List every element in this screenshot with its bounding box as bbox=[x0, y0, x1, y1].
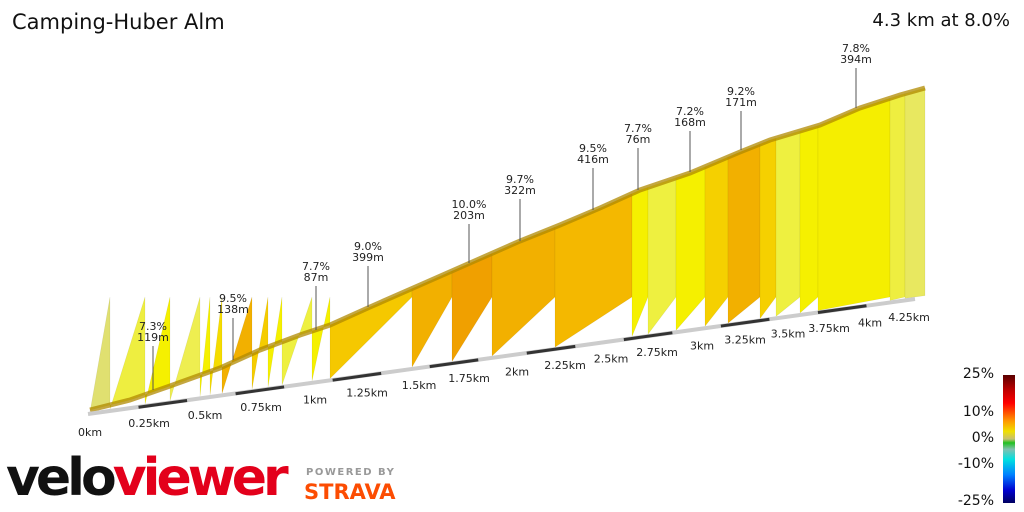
gradient-segment bbox=[727, 143, 761, 324]
x-tick-label: 2.5km bbox=[594, 352, 629, 365]
distance-band bbox=[817, 304, 867, 315]
climb-summary: 4.3 km at 8.0% bbox=[872, 10, 1010, 31]
gradient-segment bbox=[491, 226, 556, 357]
climb-title: Camping-Huber Alm bbox=[12, 10, 225, 34]
legend-label: -10% bbox=[957, 456, 994, 472]
profile-base bbox=[87, 297, 916, 416]
distance-band bbox=[138, 398, 188, 409]
annotation-grade: 9.5% bbox=[579, 142, 607, 155]
x-tick-label: 0.5km bbox=[188, 409, 223, 422]
x-tick-label: 1.75km bbox=[448, 372, 490, 385]
gradient-segment bbox=[675, 166, 706, 332]
x-tick-label: 0km bbox=[78, 426, 102, 439]
gradient-segment bbox=[109, 296, 146, 410]
x-tick-label: 2.75km bbox=[636, 346, 678, 359]
gradient-segment bbox=[251, 296, 269, 390]
annotation-length: 322m bbox=[504, 184, 536, 197]
x-tick-label: 1.5km bbox=[402, 379, 437, 392]
gradient-segment bbox=[889, 93, 906, 301]
annotation-length: 87m bbox=[304, 271, 329, 284]
distance-band bbox=[332, 371, 382, 382]
x-tick-label: 1.25km bbox=[346, 386, 388, 399]
x-tick-label: 3.75km bbox=[808, 322, 850, 335]
annotation-length: 168m bbox=[674, 116, 706, 129]
x-tick-label: 1km bbox=[303, 394, 327, 407]
powered-by-text: POWERED BY bbox=[306, 467, 396, 478]
x-tick-label: 3km bbox=[690, 340, 714, 353]
annotation-length: 171m bbox=[725, 96, 757, 109]
annotation-length: 119m bbox=[137, 331, 169, 344]
gradient-color-scale bbox=[1003, 375, 1015, 503]
x-tick-label: 2.25km bbox=[544, 359, 586, 372]
x-tick-label: 0.25km bbox=[128, 417, 170, 430]
annotation-grade: 7.3% bbox=[139, 320, 167, 333]
gradient-segment bbox=[647, 177, 677, 336]
annotation-grade: 9.0% bbox=[354, 240, 382, 253]
gradient-segment bbox=[759, 137, 777, 320]
legend-label: 10% bbox=[962, 404, 994, 420]
gradient-segment bbox=[199, 296, 211, 397]
gradient-segment bbox=[311, 296, 331, 382]
gradient-segment bbox=[775, 130, 801, 318]
legend-label: 0% bbox=[971, 430, 994, 446]
annotation-grade: 7.8% bbox=[842, 42, 870, 55]
distance-band bbox=[720, 317, 770, 328]
x-tick-label: 4km bbox=[858, 316, 882, 329]
veloviewer-logo: veloviewer bbox=[6, 448, 289, 508]
legend-label: 25% bbox=[962, 366, 994, 382]
annotation-grade: 9.5% bbox=[219, 292, 247, 305]
distance-band bbox=[235, 385, 285, 396]
strava-logo: STRAVA bbox=[304, 480, 396, 504]
x-tick-label: 3.25km bbox=[724, 334, 766, 347]
annotation-grade: 10.0% bbox=[452, 198, 487, 211]
gradient-segment bbox=[554, 193, 633, 348]
annotation-grade: 9.7% bbox=[506, 173, 534, 186]
gradient-segment bbox=[704, 156, 729, 328]
annotation-grade: 9.2% bbox=[727, 85, 755, 98]
annotation-length: 203m bbox=[453, 209, 485, 222]
annotation-length: 399m bbox=[352, 251, 384, 264]
gradient-segment bbox=[817, 97, 891, 311]
gradient-segment bbox=[89, 296, 111, 413]
x-tick-label: 3.5km bbox=[771, 328, 806, 341]
legend-label: -25% bbox=[957, 493, 994, 509]
annotation-length: 394m bbox=[840, 53, 872, 66]
distance-band bbox=[429, 358, 479, 369]
gradient-segment bbox=[631, 186, 649, 337]
annotation-grade: 7.7% bbox=[624, 122, 652, 135]
distance-band bbox=[526, 344, 576, 355]
annotation-grade: 7.7% bbox=[302, 260, 330, 273]
annotation-length: 138m bbox=[217, 303, 249, 316]
gradient-segment bbox=[799, 125, 819, 314]
x-tick-label: 4.25km bbox=[888, 311, 930, 324]
gradient-segment bbox=[904, 87, 926, 299]
annotation-length: 76m bbox=[626, 133, 651, 146]
distance-band bbox=[623, 331, 673, 342]
annotation-grade: 7.2% bbox=[676, 105, 704, 118]
annotation-length: 416m bbox=[577, 153, 609, 166]
x-tick-label: 0.75km bbox=[240, 401, 282, 414]
gradient-segment bbox=[329, 288, 413, 380]
x-tick-label: 2km bbox=[505, 365, 529, 378]
